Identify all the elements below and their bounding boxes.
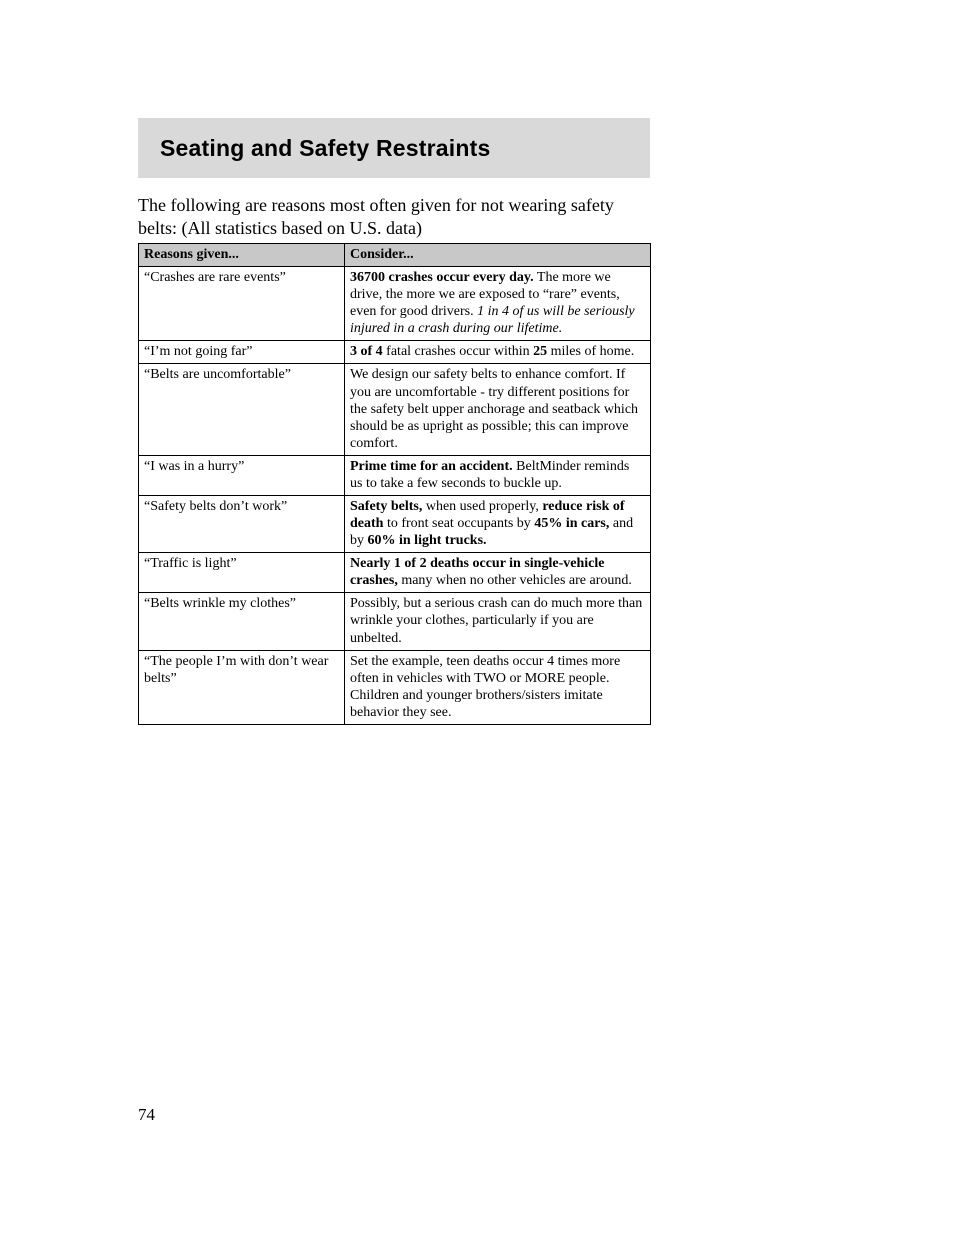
table-row: “I’m not going far”3 of 4 fatal crashes … <box>139 341 651 364</box>
reason-cell: “Belts are uncomfortable” <box>139 364 345 455</box>
header-reasons: Reasons given... <box>139 244 345 267</box>
text-run: fatal crashes occur within <box>383 344 533 359</box>
table-row: “I was in a hurry”Prime time for an acci… <box>139 455 651 495</box>
consider-cell: Nearly 1 of 2 deaths occur in single-veh… <box>345 553 651 593</box>
reason-cell: “Crashes are rare events” <box>139 267 345 341</box>
reason-cell: “I was in a hurry” <box>139 455 345 495</box>
consider-cell: Safety belts, when used properly, reduce… <box>345 496 651 553</box>
page-number: 74 <box>138 1105 155 1125</box>
table-body: “Crashes are rare events”36700 crashes o… <box>139 267 651 725</box>
table-row: “Belts are uncomfortable”We design our s… <box>139 364 651 455</box>
section-heading-bar: Seating and Safety Restraints <box>138 118 650 178</box>
table-row: “Crashes are rare events”36700 crashes o… <box>139 267 651 341</box>
table-row: “The people I’m with don’t wear belts”Se… <box>139 650 651 724</box>
text-run: many when no other vehicles are around. <box>398 573 632 588</box>
text-run: 3 of 4 <box>350 344 383 359</box>
reason-cell: “Safety belts don’t work” <box>139 496 345 553</box>
reason-cell: “I’m not going far” <box>139 341 345 364</box>
text-run: Prime time for an accident. <box>350 459 513 474</box>
consider-cell: 3 of 4 fatal crashes occur within 25 mil… <box>345 341 651 364</box>
text-run: Safety belts, <box>350 499 422 514</box>
table-row: “Safety belts don’t work”Safety belts, w… <box>139 496 651 553</box>
consider-cell: We design our safety belts to enhance co… <box>345 364 651 455</box>
text-run: 45% in cars, <box>534 516 609 531</box>
text-run: 25 <box>533 344 547 359</box>
reasons-table: Reasons given... Consider... “Crashes ar… <box>138 243 651 725</box>
reason-cell: “Traffic is light” <box>139 553 345 593</box>
text-run: when used properly, <box>422 499 542 514</box>
text-run: 36700 crashes occur every day. <box>350 270 534 285</box>
text-run: Set the example, teen deaths occur 4 tim… <box>350 654 620 720</box>
table-row: “Belts wrinkle my clothes”Possibly, but … <box>139 593 651 650</box>
text-run: 60% in light trucks. <box>368 533 487 548</box>
text-run: Possibly, but a serious crash can do muc… <box>350 596 642 645</box>
text-run: to front seat occupants by <box>383 516 534 531</box>
reason-cell: “The people I’m with don’t wear belts” <box>139 650 345 724</box>
header-consider: Consider... <box>345 244 651 267</box>
intro-paragraph: The following are reasons most often giv… <box>138 194 650 239</box>
table-header-row: Reasons given... Consider... <box>139 244 651 267</box>
consider-cell: 36700 crashes occur every day. The more … <box>345 267 651 341</box>
consider-cell: Possibly, but a serious crash can do muc… <box>345 593 651 650</box>
text-run: We design our safety belts to enhance co… <box>350 367 638 450</box>
consider-cell: Prime time for an accident. BeltMinder r… <box>345 455 651 495</box>
table-row: “Traffic is light”Nearly 1 of 2 deaths o… <box>139 553 651 593</box>
text-run: miles of home. <box>547 344 634 359</box>
consider-cell: Set the example, teen deaths occur 4 tim… <box>345 650 651 724</box>
document-page: Seating and Safety Restraints The follow… <box>0 0 954 1235</box>
reason-cell: “Belts wrinkle my clothes” <box>139 593 345 650</box>
section-heading: Seating and Safety Restraints <box>160 135 490 162</box>
